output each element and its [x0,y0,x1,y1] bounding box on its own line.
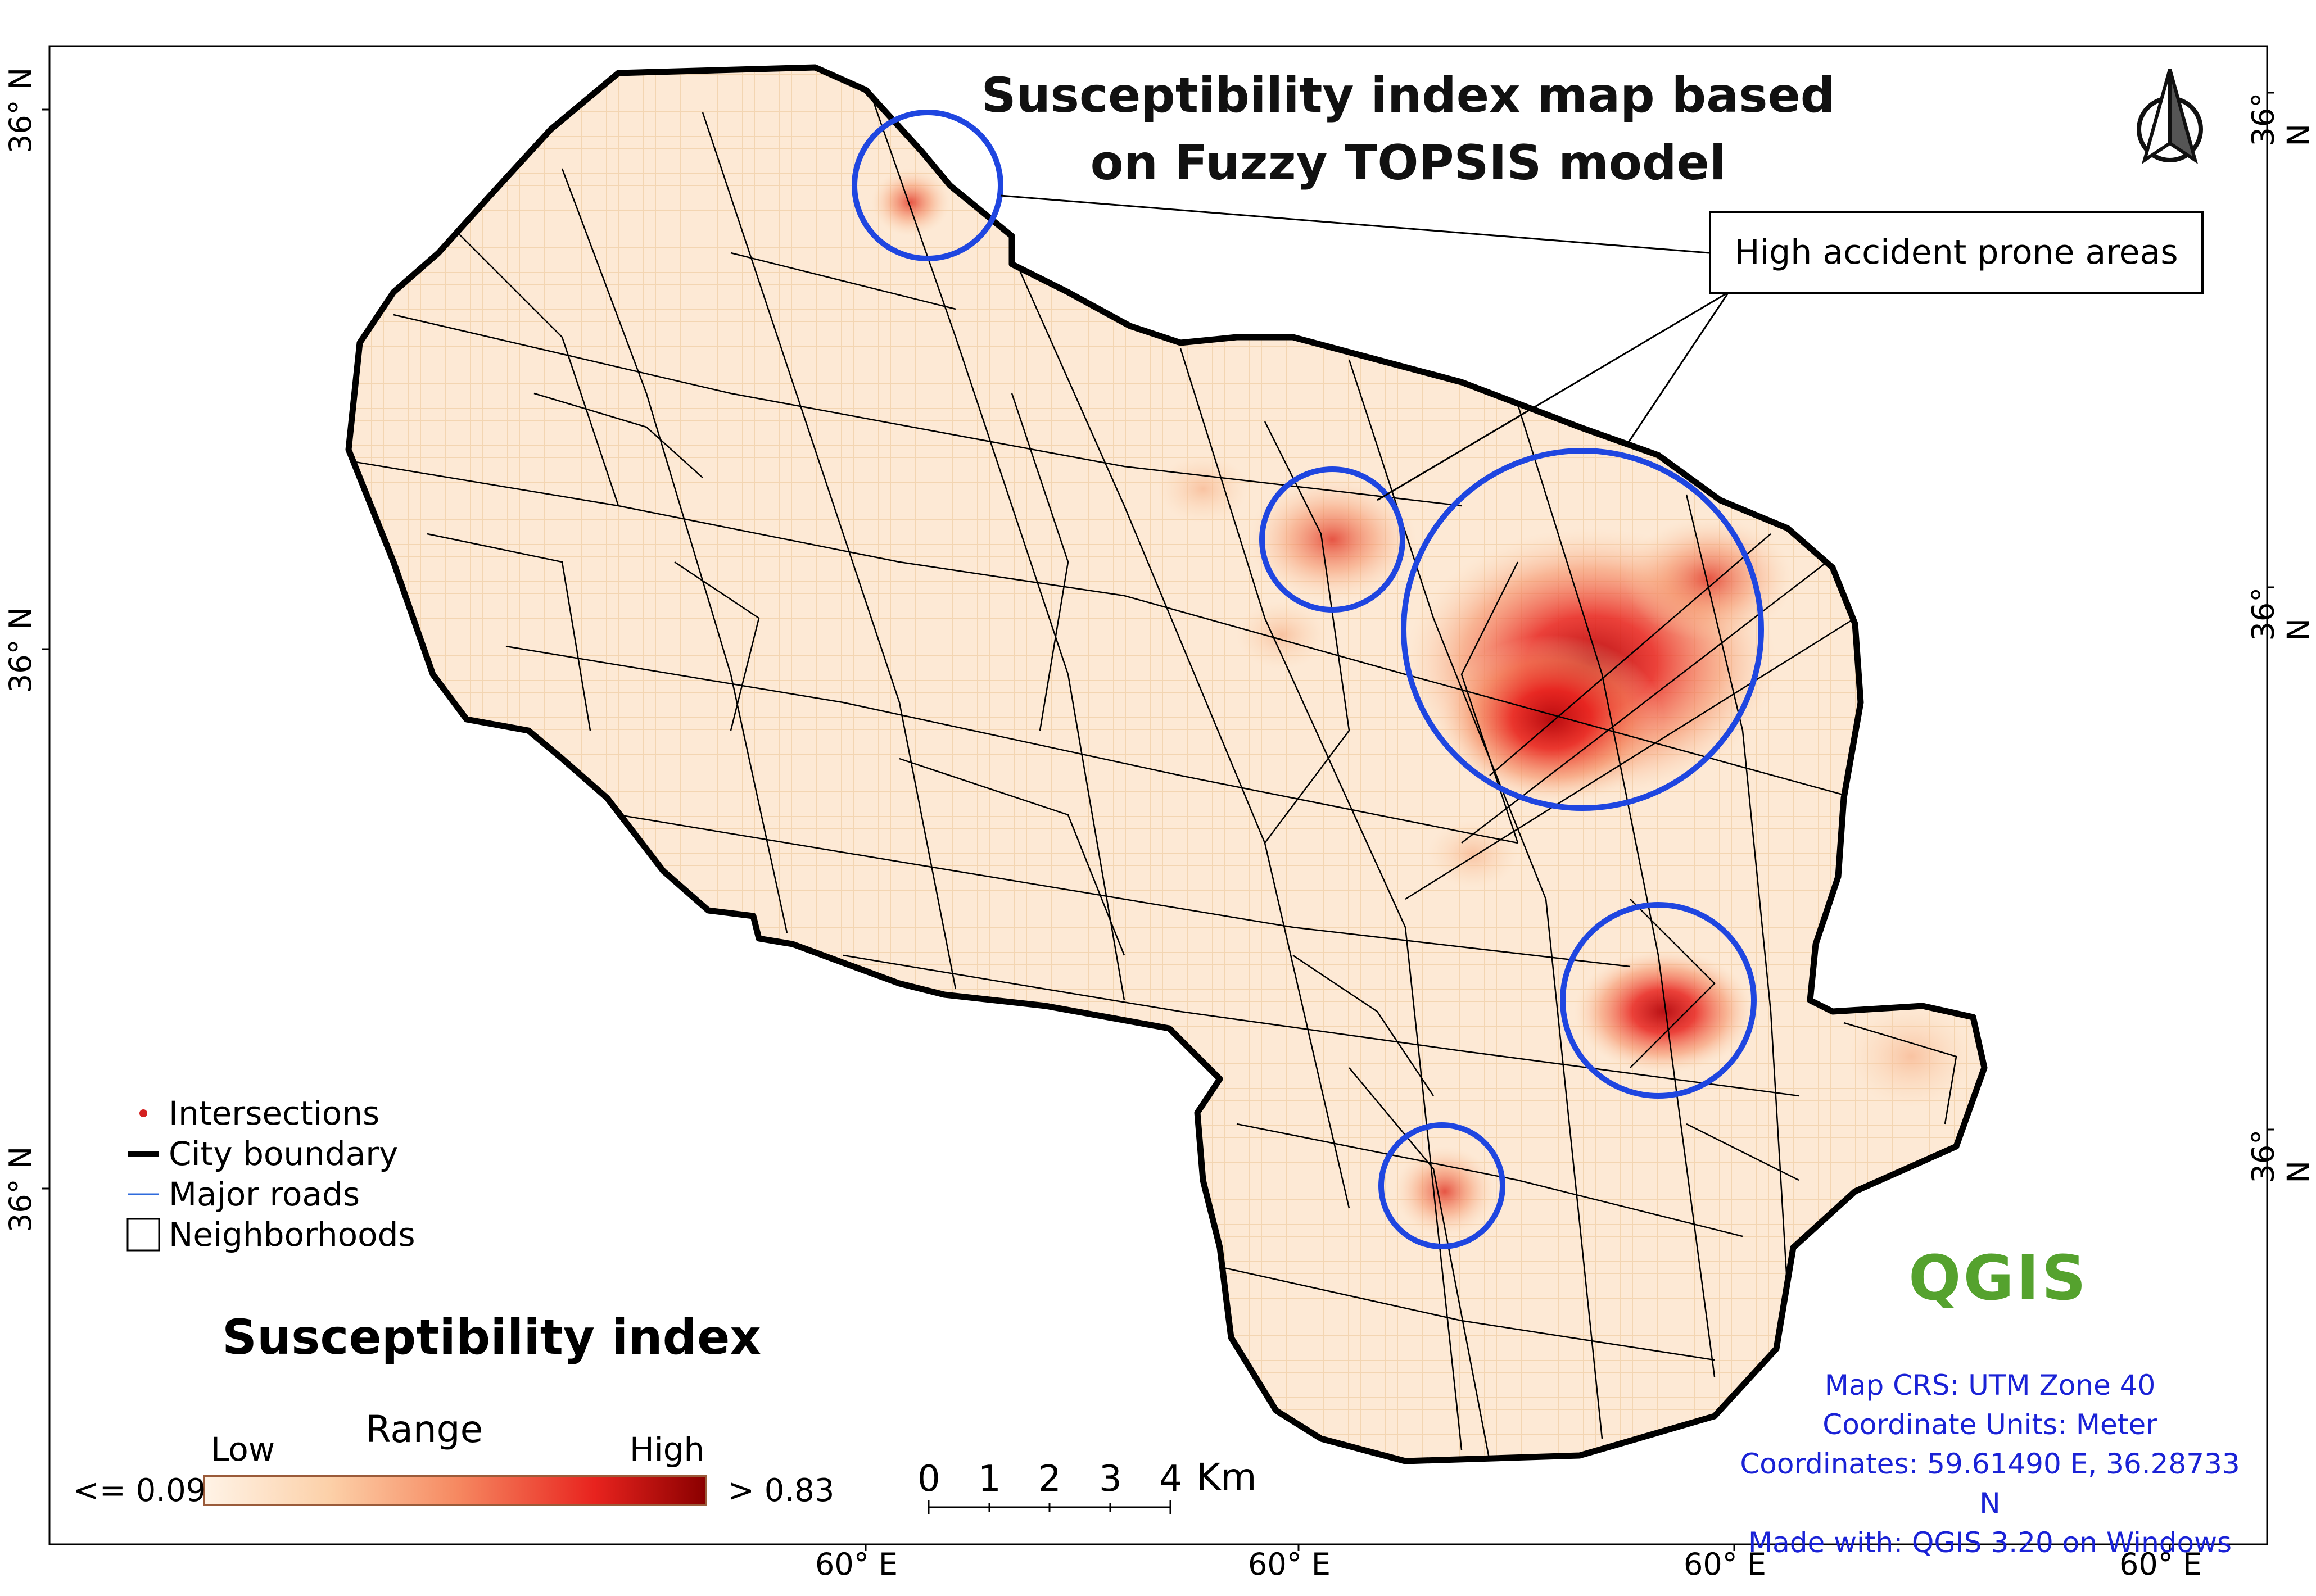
heat-zone-north [871,169,950,236]
callout-leaders [1000,194,1730,501]
scale-tick-0: 0 [917,1458,940,1500]
qgis-logo: QGIS [1908,1242,2088,1314]
callout-box: High accident prone areas [1709,211,2204,294]
city-boundary [345,64,1988,1464]
left-tick-2: 36° N [3,606,39,693]
low-label: Low [211,1430,275,1468]
hotspot-circle-west [1259,466,1405,613]
legend-label-neighborhoods: Neighborhoods [169,1216,415,1254]
neighborhood-square-icon [118,1217,169,1253]
scale-bar [928,1500,1171,1514]
hotspot-circle-south [1378,1122,1505,1249]
scale-unit: Km [1196,1456,1257,1499]
heat-zone-low-b [1158,455,1248,523]
hotspot-circle-north [852,110,1003,261]
road-line-icon [118,1189,169,1200]
heat-zone-southeast [1574,950,1754,1073]
neighborhoods [349,95,1957,1461]
heat-zone-low-c [1237,601,1327,669]
map-metadata: Map CRS: UTM Zone 40 Coordinate Units: M… [1731,1366,2249,1562]
north-arrow-icon [2137,69,2203,164]
coordinate-units: Coordinate Units: Meter [1822,1408,2157,1441]
heat-zone-low [1428,820,1518,888]
map-title-line2: on Fuzzy TOPSIS model [1090,135,1726,191]
heat-zone-west [1248,478,1417,601]
scale-tick-3: 3 [1099,1458,1122,1500]
legend-label-major-roads: Major roads [169,1175,360,1213]
min-value: <= 0.09 [73,1472,206,1509]
coordinates: Coordinates: 59.61490 E, 36.28733 N [1740,1448,2240,1520]
frame-ticks [42,92,2274,1551]
heat-zone-central-c [1625,517,1793,641]
bottom-tick-1: 60° E [815,1547,898,1582]
bottom-tick-2: 60° E [1248,1547,1331,1582]
susceptibility-title: Susceptibility index [222,1309,761,1366]
max-value: > 0.83 [728,1472,835,1509]
bottom-tick-4: 60° E [2119,1547,2202,1582]
legend-item-major-roads: Major roads [118,1174,415,1214]
made-with: Made with: QGIS 3.20 on Windows [1748,1526,2232,1559]
bottom-tick-3: 60° E [1684,1547,1766,1582]
intersection-dot-icon [118,1108,169,1119]
map-title-line1: Susceptibility index map based [981,67,1835,124]
legend-item-intersections: Intersections [118,1093,415,1133]
legend-item-neighborhoods: Neighborhoods [118,1214,415,1255]
legend-item-city-boundary: City boundary [118,1133,415,1174]
left-tick-3: 36° N [3,1146,39,1233]
right-tick-1: 36° N [2245,92,2316,147]
right-tick-2: 36° N [2245,587,2316,641]
right-tick-3: 36° N [2245,1129,2316,1184]
map-crs: Map CRS: UTM Zone 40 [1824,1369,2156,1402]
legend-label-city-boundary: City boundary [169,1135,399,1173]
scale-tick-2: 2 [1038,1458,1061,1500]
map-frame [48,45,2268,1545]
heat-zone-central-b [1439,635,1664,804]
boundary-line-icon [118,1148,169,1159]
high-label: High [630,1430,705,1468]
scale-tick-4: 4 [1159,1458,1182,1500]
left-tick-1: 36° N [3,67,39,154]
color-ramp [203,1475,707,1506]
hotspot-circle-southeast [1560,902,1757,1099]
legend: Intersections City boundary Major roads … [118,1093,415,1255]
heat-zone-east [1849,1006,1973,1107]
heat-zone-south [1394,1146,1495,1236]
scale-tick-1: 1 [978,1458,1001,1500]
map-title: Susceptibility index map based on Fuzzy … [944,62,1872,197]
hotspot-circle-central [1401,448,1764,811]
range-title: Range [365,1408,483,1451]
legend-label-intersections: Intersections [169,1094,380,1132]
